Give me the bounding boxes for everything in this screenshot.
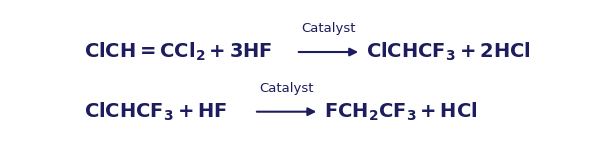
Text: $\mathbf{ClCHCF_3 + HF}$: $\mathbf{ClCHCF_3 + HF}$ — [84, 101, 227, 123]
Text: $\mathbf{ClCHCF_3 + 2HCl}$: $\mathbf{ClCHCF_3 + 2HCl}$ — [365, 41, 530, 63]
Text: Catalyst: Catalyst — [301, 22, 356, 35]
Text: Catalyst: Catalyst — [259, 82, 314, 95]
Text: $\mathbf{ClCH = CCl_2 + 3HF}$: $\mathbf{ClCH = CCl_2 + 3HF}$ — [84, 41, 273, 63]
Text: $\mathbf{FCH_2CF_3 + HCl}$: $\mathbf{FCH_2CF_3 + HCl}$ — [324, 101, 478, 123]
